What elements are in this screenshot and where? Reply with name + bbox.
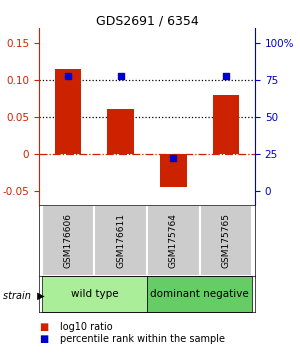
Bar <box>107 109 134 154</box>
Bar <box>213 95 239 154</box>
Text: log10 ratio: log10 ratio <box>60 322 112 332</box>
Text: GSM175764: GSM175764 <box>169 213 178 268</box>
Text: ■: ■ <box>39 322 48 332</box>
Point <box>66 73 70 78</box>
Title: GDS2691 / 6354: GDS2691 / 6354 <box>96 14 198 27</box>
Bar <box>55 69 81 154</box>
Text: dominant negative: dominant negative <box>150 289 249 299</box>
Bar <box>200 205 252 276</box>
Text: GSM176611: GSM176611 <box>116 213 125 268</box>
Text: GSM175765: GSM175765 <box>221 213 230 268</box>
Bar <box>147 276 252 312</box>
Point <box>224 73 228 78</box>
Text: percentile rank within the sample: percentile rank within the sample <box>60 334 225 344</box>
Bar <box>42 205 94 276</box>
Bar <box>160 154 187 187</box>
Point <box>171 155 176 161</box>
Text: ■: ■ <box>39 334 48 344</box>
Bar <box>42 276 147 312</box>
Bar <box>147 205 200 276</box>
Text: strain  ▶: strain ▶ <box>3 291 45 301</box>
Text: wild type: wild type <box>70 289 118 299</box>
Text: GSM176606: GSM176606 <box>64 213 73 268</box>
Point <box>118 73 123 78</box>
Bar <box>94 205 147 276</box>
